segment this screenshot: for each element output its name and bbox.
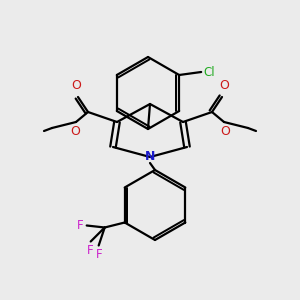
Text: O: O <box>220 125 230 138</box>
Text: F: F <box>77 219 84 232</box>
Text: O: O <box>71 79 81 92</box>
Text: F: F <box>95 248 102 262</box>
Text: O: O <box>70 125 80 138</box>
Text: F: F <box>86 244 93 257</box>
Text: O: O <box>219 79 229 92</box>
Text: Cl: Cl <box>203 65 215 79</box>
Text: N: N <box>145 151 155 164</box>
